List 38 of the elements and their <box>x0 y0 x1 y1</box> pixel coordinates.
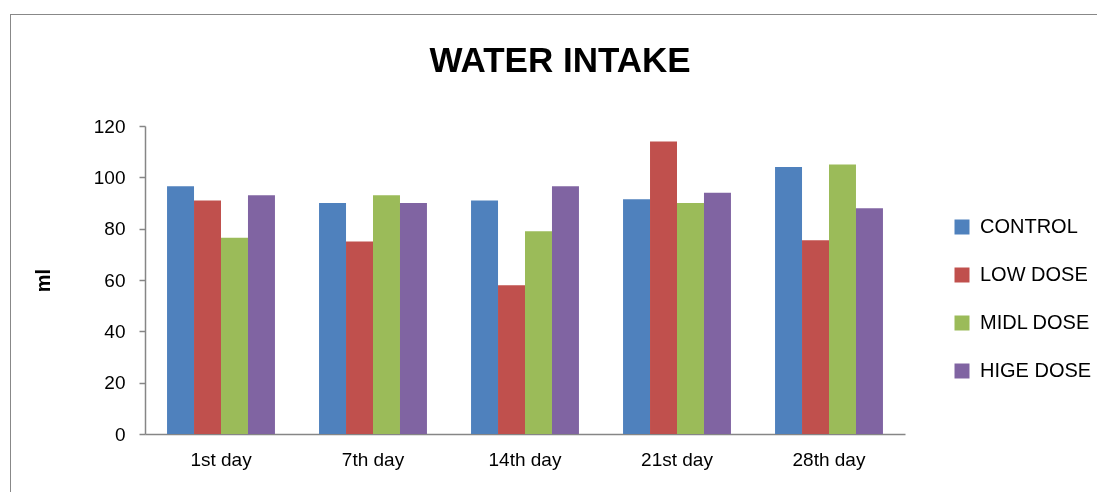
bar <box>167 186 195 434</box>
bar <box>829 164 856 434</box>
bar <box>802 240 829 434</box>
legend-label: LOW DOSE <box>980 263 1088 285</box>
x-tick-label: 21st day <box>641 448 714 470</box>
x-tick-label: 1st day <box>190 448 253 470</box>
bar <box>194 200 221 434</box>
bar <box>855 208 883 434</box>
bar <box>775 167 803 434</box>
y-tick-label: 80 <box>104 218 126 240</box>
bar <box>346 241 373 434</box>
bar <box>373 195 400 434</box>
bar <box>471 200 499 434</box>
bar <box>650 141 677 434</box>
legend-label: MIDL DOSE <box>980 311 1090 333</box>
legend-label: CONTROL <box>980 215 1078 237</box>
y-tick-label: 120 <box>93 115 126 137</box>
y-tick-label: 100 <box>93 166 126 188</box>
bar <box>221 237 248 434</box>
bar <box>498 285 525 434</box>
chart-title: WATER INTAKE <box>429 40 691 79</box>
bar <box>247 195 275 434</box>
bar <box>525 231 552 434</box>
y-tick-label: 20 <box>104 372 126 394</box>
y-tick-label: 60 <box>104 269 126 291</box>
y-tick-label: 40 <box>104 320 126 342</box>
bar <box>703 192 731 434</box>
x-tick-label: 14th day <box>488 448 562 470</box>
bar <box>677 203 704 434</box>
x-tick-label: 28th day <box>792 448 866 470</box>
bar <box>623 199 651 434</box>
y-axis-title: ml <box>31 268 54 293</box>
bar <box>551 186 579 434</box>
bar <box>399 203 427 434</box>
x-tick-label: 7th day <box>341 448 405 470</box>
bar <box>319 203 347 434</box>
legend-label: HIGE DOSE <box>980 359 1092 381</box>
y-tick-label: 0 <box>114 423 126 445</box>
